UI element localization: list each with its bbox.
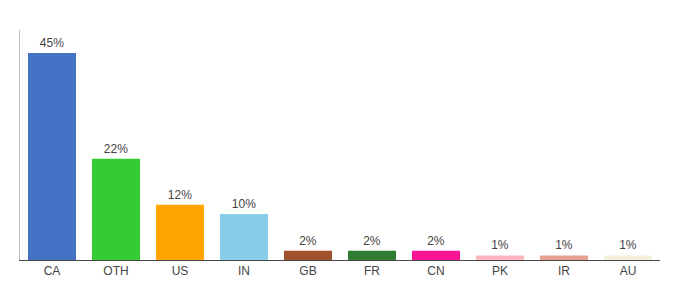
svg-text:PK: PK <box>492 264 508 278</box>
svg-text:CN: CN <box>427 264 444 278</box>
svg-text:IN: IN <box>238 264 250 278</box>
svg-text:US: US <box>172 264 189 278</box>
svg-text:45%: 45% <box>40 36 64 50</box>
svg-text:CA: CA <box>44 264 61 278</box>
svg-text:2%: 2% <box>363 234 381 248</box>
svg-text:AU: AU <box>620 264 637 278</box>
svg-text:22%: 22% <box>104 142 128 156</box>
svg-text:1%: 1% <box>555 238 573 252</box>
svg-text:12%: 12% <box>168 188 192 202</box>
svg-text:GB: GB <box>299 264 316 278</box>
svg-text:1%: 1% <box>619 238 637 252</box>
svg-text:2%: 2% <box>427 234 445 248</box>
svg-text:1%: 1% <box>491 238 509 252</box>
svg-text:IR: IR <box>558 264 570 278</box>
svg-text:FR: FR <box>364 264 380 278</box>
svg-text:2%: 2% <box>299 234 317 248</box>
svg-text:OTH: OTH <box>103 264 128 278</box>
svg-text:10%: 10% <box>232 197 256 211</box>
